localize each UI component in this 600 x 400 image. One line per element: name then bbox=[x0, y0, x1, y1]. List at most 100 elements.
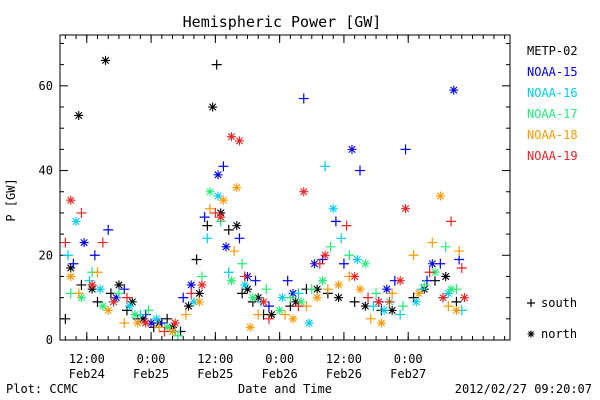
point-metp-02-north bbox=[360, 301, 370, 311]
y-axis-label: P [GW] bbox=[4, 178, 18, 221]
point-noaa-18-north bbox=[376, 318, 386, 328]
point-metp-02-north bbox=[291, 297, 301, 307]
point-metp-02-south bbox=[162, 313, 173, 324]
y-tick-label: 20 bbox=[39, 248, 53, 262]
point-noaa-19-south bbox=[384, 296, 395, 307]
point-noaa-18-south bbox=[205, 203, 215, 214]
point-noaa-19-north bbox=[350, 271, 360, 281]
point-noaa-17-south bbox=[143, 305, 154, 316]
point-noaa-17-north bbox=[162, 322, 172, 332]
point-noaa-17-north bbox=[446, 284, 456, 294]
point-noaa-17-north bbox=[248, 293, 258, 303]
point-metp-02-south bbox=[60, 313, 71, 324]
point-noaa-17-north bbox=[360, 259, 370, 269]
point-noaa-17-south bbox=[237, 258, 248, 269]
point-noaa-16-north bbox=[379, 305, 389, 315]
point-metp-02-north bbox=[66, 263, 76, 273]
x-tick-date-label: Feb25 bbox=[197, 367, 233, 381]
point-noaa-17-south bbox=[113, 288, 124, 299]
point-noaa-18-north bbox=[168, 327, 177, 337]
legend-marker-label: north bbox=[541, 327, 577, 341]
point-noaa-15-south bbox=[178, 292, 189, 303]
point-noaa-15-south bbox=[156, 318, 167, 329]
point-noaa-15-south bbox=[330, 216, 341, 227]
point-metp-02-south bbox=[349, 296, 360, 307]
y-tick-label: 0 bbox=[46, 333, 53, 347]
point-noaa-19-south bbox=[76, 207, 87, 218]
point-noaa-19-north bbox=[459, 293, 469, 303]
point-metp-02-north bbox=[334, 293, 344, 303]
chart-title: Hemispheric Power [GW] bbox=[183, 13, 382, 31]
point-noaa-19-north bbox=[170, 318, 180, 328]
point-noaa-18-north bbox=[414, 288, 424, 298]
point-noaa-19-south bbox=[446, 216, 457, 227]
point-metp-02-south bbox=[237, 288, 248, 299]
point-noaa-16-north bbox=[277, 293, 287, 303]
point-metp-02-south bbox=[191, 254, 202, 265]
point-noaa-15-north bbox=[309, 259, 319, 269]
point-noaa-18-north bbox=[312, 293, 322, 303]
point-noaa-18-north bbox=[435, 191, 445, 201]
point-noaa-19-north bbox=[197, 280, 207, 290]
point-noaa-18-south bbox=[180, 309, 191, 320]
point-noaa-16-south bbox=[63, 250, 74, 261]
point-noaa-17-north bbox=[205, 187, 215, 197]
x-tick-date-label: Feb25 bbox=[133, 367, 169, 381]
point-noaa-16-south bbox=[293, 288, 304, 299]
point-metp-02-north bbox=[243, 284, 252, 294]
point-noaa-15-south bbox=[338, 258, 349, 269]
point-noaa-18-south bbox=[427, 237, 438, 248]
point-noaa-18-north bbox=[288, 314, 298, 324]
point-noaa-17-north bbox=[296, 297, 306, 307]
point-metp-02-north bbox=[184, 301, 194, 311]
point-noaa-18-south bbox=[408, 250, 419, 261]
point-noaa-15-south bbox=[89, 250, 100, 261]
point-noaa-17-south bbox=[419, 279, 430, 290]
point-metp-02-north bbox=[74, 110, 84, 120]
y-axis: 0 20 40 60 bbox=[39, 42, 510, 347]
plot-frame bbox=[59, 34, 511, 341]
point-noaa-17-south bbox=[306, 284, 317, 295]
point-noaa-17-south bbox=[261, 284, 272, 295]
x-axis-label: Date and Time bbox=[238, 382, 332, 396]
point-noaa-19-north bbox=[66, 195, 76, 205]
point-noaa-16-south bbox=[84, 275, 95, 286]
legend: METP-02 NOAA-15 NOAA-16 NOAA-17 NOAA-18 NOAA-… bbox=[527, 44, 578, 163]
legend-item: METP-02 bbox=[527, 44, 578, 58]
plot-credit: Plot: CCMC bbox=[6, 382, 78, 396]
point-noaa-18-south bbox=[322, 284, 333, 295]
point-noaa-19-south bbox=[263, 313, 274, 324]
series-noaa-19 bbox=[60, 132, 469, 337]
point-noaa-19-north bbox=[299, 187, 309, 197]
legend-item: NOAA-16 bbox=[527, 86, 578, 100]
point-noaa-19-south bbox=[210, 207, 221, 218]
point-noaa-16-south bbox=[395, 309, 406, 320]
point-noaa-18-south bbox=[454, 246, 465, 257]
point-noaa-15-south bbox=[355, 165, 365, 176]
point-noaa-18-north bbox=[218, 195, 228, 205]
legend-item: NOAA-17 bbox=[527, 107, 578, 121]
point-noaa-17-south bbox=[344, 250, 355, 261]
point-metp-02-north bbox=[267, 310, 277, 320]
legend-item: NOAA-18 bbox=[527, 128, 578, 142]
point-noaa-15-north bbox=[186, 280, 196, 290]
point-noaa-19-south bbox=[239, 271, 250, 282]
point-noaa-15-south bbox=[421, 275, 432, 286]
point-noaa-15-south bbox=[103, 224, 114, 235]
point-noaa-15-south bbox=[298, 93, 309, 104]
point-metp-02-north bbox=[194, 288, 204, 298]
point-noaa-15-north bbox=[111, 293, 121, 303]
point-noaa-17-north bbox=[76, 293, 86, 303]
point-noaa-19-south bbox=[97, 237, 108, 248]
point-noaa-15-south bbox=[454, 254, 465, 265]
point-noaa-18-north bbox=[355, 284, 365, 294]
point-noaa-17-north bbox=[130, 310, 140, 320]
point-noaa-19-north bbox=[234, 136, 244, 146]
point-metp-02-south bbox=[121, 305, 132, 316]
point-noaa-18-north bbox=[194, 297, 204, 307]
point-noaa-15-south bbox=[263, 301, 274, 312]
point-noaa-18-south bbox=[119, 318, 130, 329]
point-noaa-19-north bbox=[109, 297, 119, 307]
point-noaa-17-north bbox=[226, 276, 236, 286]
point-metp-02-south bbox=[92, 296, 103, 307]
